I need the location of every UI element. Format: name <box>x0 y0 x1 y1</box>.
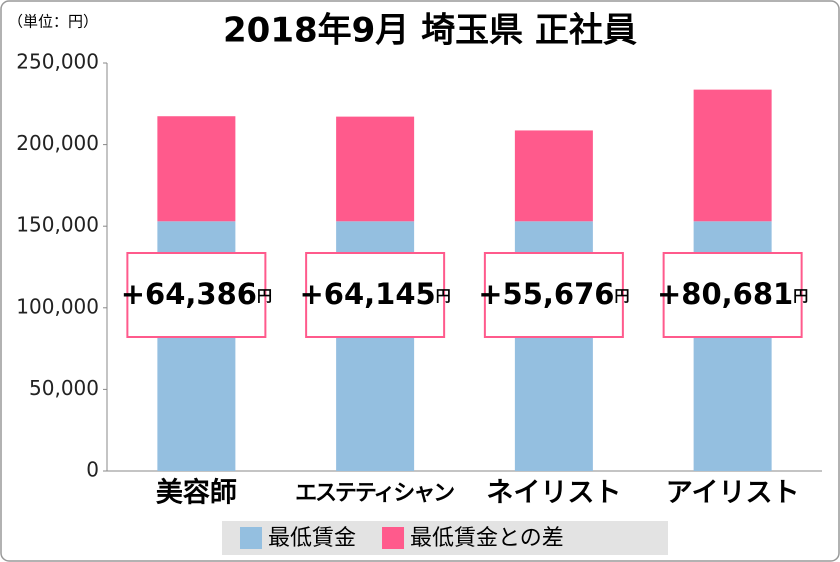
value-label-unit: 円 <box>257 287 272 305</box>
value-label-number: +55,676 <box>478 277 614 311</box>
value-label: +64,386円 <box>121 277 272 311</box>
bar-segment <box>514 130 593 222</box>
chart-title: 2018年9月 埼玉県 正社員 <box>223 11 637 51</box>
bar-segment <box>157 116 236 222</box>
legend-swatch <box>240 527 262 549</box>
y-tick-label: 0 <box>86 458 99 482</box>
bar-segment <box>693 89 772 222</box>
x-tick-label: 美容師 <box>156 477 237 509</box>
value-label: +80,681円 <box>657 277 808 311</box>
y-tick-label: 50,000 <box>29 376 99 400</box>
legend-box <box>222 521 668 555</box>
x-tick-label: ネイリスト <box>486 478 621 509</box>
unit-note: （単位：円） <box>8 13 98 31</box>
y-tick-label: 250,000 <box>16 50 99 74</box>
value-label-box <box>662 252 803 338</box>
value-label-box <box>483 252 624 338</box>
x-tick-label: エステティシャン <box>295 481 455 506</box>
legend-label: 最低賃金 <box>268 526 356 551</box>
legend-label: 最低賃金との差 <box>410 526 564 551</box>
value-label-number: +64,145 <box>300 277 436 311</box>
y-tick-label: 100,000 <box>16 294 99 318</box>
value-label-number: +80,681 <box>657 277 793 311</box>
value-label: +64,145円 <box>300 277 451 311</box>
value-label-unit: 円 <box>614 287 629 305</box>
legend-swatch <box>382 527 405 549</box>
value-label-unit: 円 <box>436 287 451 305</box>
y-tick-label: 200,000 <box>16 131 99 155</box>
value-label: +55,676円 <box>478 277 629 311</box>
value-label-box <box>126 252 267 338</box>
y-tick-label: 150,000 <box>16 213 99 237</box>
bar-segment <box>336 116 415 222</box>
value-label-unit: 円 <box>793 287 808 305</box>
value-label-box <box>305 252 446 338</box>
x-tick-label: アイリスト <box>666 478 800 509</box>
value-label-number: +64,386 <box>121 277 257 311</box>
